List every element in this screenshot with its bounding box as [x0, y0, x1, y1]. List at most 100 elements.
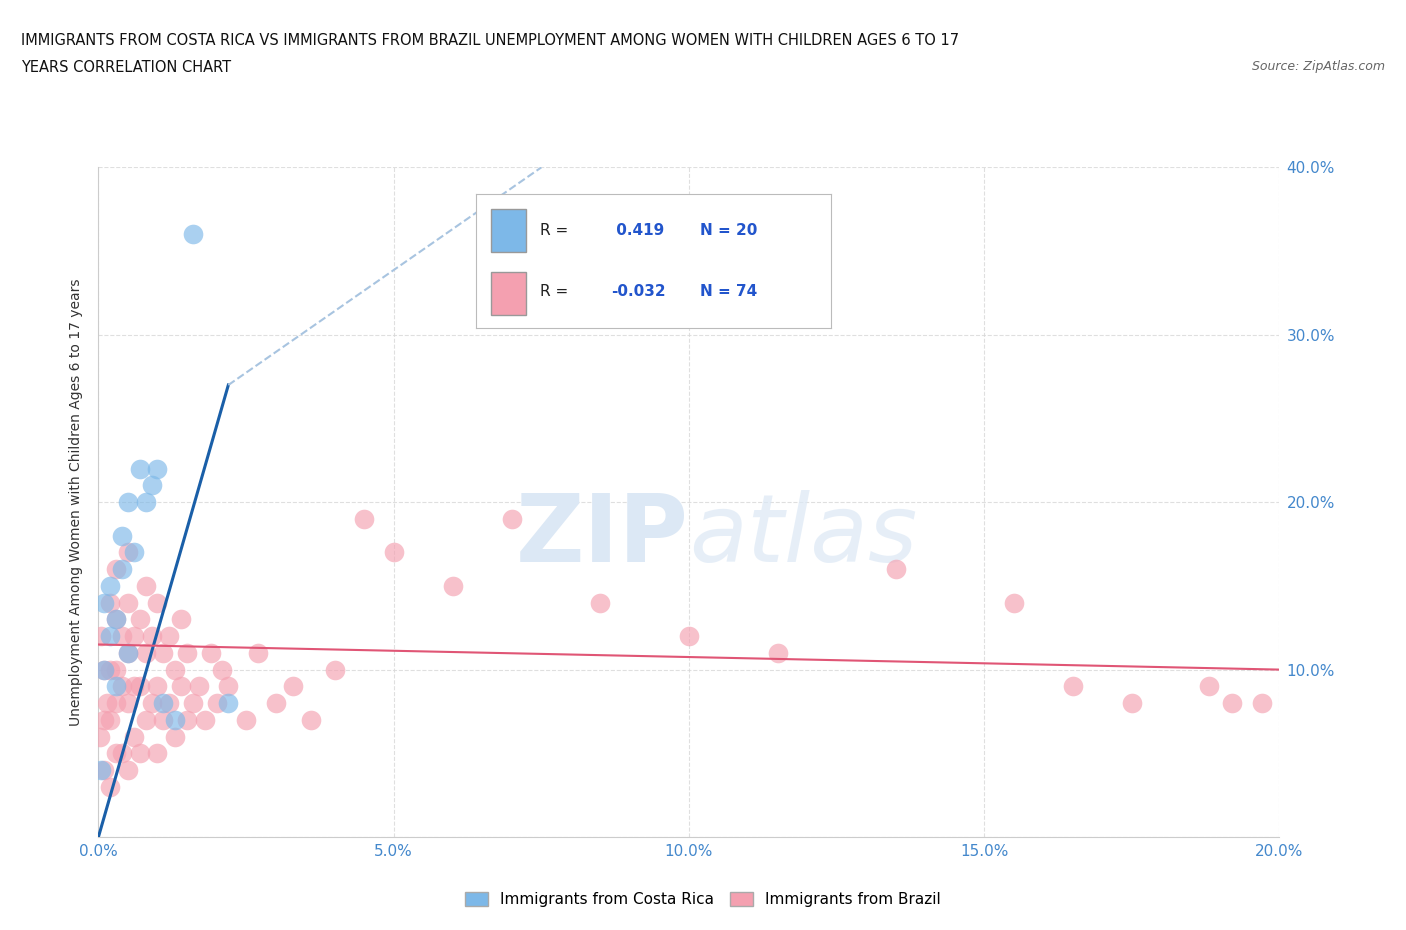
- Point: [353, 512, 375, 526]
- Point: [117, 595, 139, 610]
- Point: [105, 562, 128, 577]
- Point: [884, 562, 907, 577]
- Point: [141, 696, 163, 711]
- Point: [93, 662, 115, 677]
- Point: [157, 696, 180, 711]
- Point: [205, 696, 228, 711]
- Point: [135, 712, 157, 727]
- Point: [105, 679, 128, 694]
- Point: [170, 679, 193, 694]
- Point: [146, 679, 169, 694]
- Point: [1121, 696, 1143, 711]
- Point: [299, 712, 322, 727]
- Text: ZIP: ZIP: [516, 490, 689, 581]
- Point: [111, 562, 134, 577]
- Point: [98, 578, 121, 593]
- Point: [194, 712, 217, 727]
- Point: [105, 612, 128, 627]
- Point: [111, 629, 134, 644]
- Point: [181, 696, 204, 711]
- Point: [1062, 679, 1084, 694]
- Point: [128, 679, 150, 694]
- Point: [98, 662, 121, 677]
- Point: [1250, 696, 1272, 711]
- Point: [128, 612, 150, 627]
- Point: [146, 595, 169, 610]
- Point: [678, 629, 700, 644]
- Point: [152, 696, 174, 711]
- Point: [117, 495, 139, 510]
- Point: [766, 645, 789, 660]
- Point: [98, 595, 121, 610]
- Point: [165, 729, 187, 744]
- Point: [111, 679, 134, 694]
- Point: [200, 645, 222, 660]
- Point: [98, 629, 121, 644]
- Point: [105, 612, 128, 627]
- Point: [111, 528, 134, 543]
- Point: [90, 763, 112, 777]
- Point: [128, 461, 150, 476]
- Point: [93, 662, 115, 677]
- Point: [105, 746, 128, 761]
- Point: [117, 763, 139, 777]
- Text: Source: ZipAtlas.com: Source: ZipAtlas.com: [1251, 60, 1385, 73]
- Point: [157, 629, 180, 644]
- Point: [1198, 679, 1220, 694]
- Point: [105, 696, 128, 711]
- Point: [93, 763, 115, 777]
- Point: [176, 712, 198, 727]
- Point: [98, 779, 121, 794]
- Point: [146, 461, 169, 476]
- Point: [217, 696, 239, 711]
- Text: IMMIGRANTS FROM COSTA RICA VS IMMIGRANTS FROM BRAZIL UNEMPLOYMENT AMONG WOMEN WI: IMMIGRANTS FROM COSTA RICA VS IMMIGRANTS…: [21, 33, 959, 47]
- Text: YEARS CORRELATION CHART: YEARS CORRELATION CHART: [21, 60, 231, 75]
- Point: [128, 746, 150, 761]
- Point: [146, 746, 169, 761]
- Point: [187, 679, 209, 694]
- Point: [111, 746, 134, 761]
- Point: [93, 595, 115, 610]
- Legend: Immigrants from Costa Rica, Immigrants from Brazil: Immigrants from Costa Rica, Immigrants f…: [460, 885, 946, 913]
- Point: [122, 545, 145, 560]
- Text: atlas: atlas: [689, 490, 917, 581]
- Point: [90, 629, 112, 644]
- Point: [165, 662, 187, 677]
- Point: [152, 712, 174, 727]
- Point: [93, 712, 115, 727]
- Point: [135, 578, 157, 593]
- Point: [1220, 696, 1243, 711]
- Point: [117, 696, 139, 711]
- Point: [441, 578, 464, 593]
- Point: [117, 645, 139, 660]
- Point: [89, 729, 111, 744]
- Point: [283, 679, 305, 694]
- Point: [98, 712, 121, 727]
- Point: [181, 227, 204, 242]
- Point: [165, 712, 187, 727]
- Point: [170, 612, 193, 627]
- Point: [122, 679, 145, 694]
- Point: [235, 712, 257, 727]
- Point: [211, 662, 233, 677]
- Point: [246, 645, 269, 660]
- Point: [96, 696, 118, 711]
- Y-axis label: Unemployment Among Women with Children Ages 6 to 17 years: Unemployment Among Women with Children A…: [69, 278, 83, 726]
- Point: [141, 629, 163, 644]
- Point: [1002, 595, 1025, 610]
- Point: [323, 662, 346, 677]
- Point: [122, 729, 145, 744]
- Point: [117, 645, 139, 660]
- Point: [122, 629, 145, 644]
- Point: [217, 679, 239, 694]
- Point: [141, 478, 163, 493]
- Point: [176, 645, 198, 660]
- Point: [382, 545, 405, 560]
- Point: [117, 545, 139, 560]
- Point: [589, 595, 612, 610]
- Point: [152, 645, 174, 660]
- Point: [105, 662, 128, 677]
- Point: [135, 645, 157, 660]
- Point: [501, 512, 523, 526]
- Point: [264, 696, 287, 711]
